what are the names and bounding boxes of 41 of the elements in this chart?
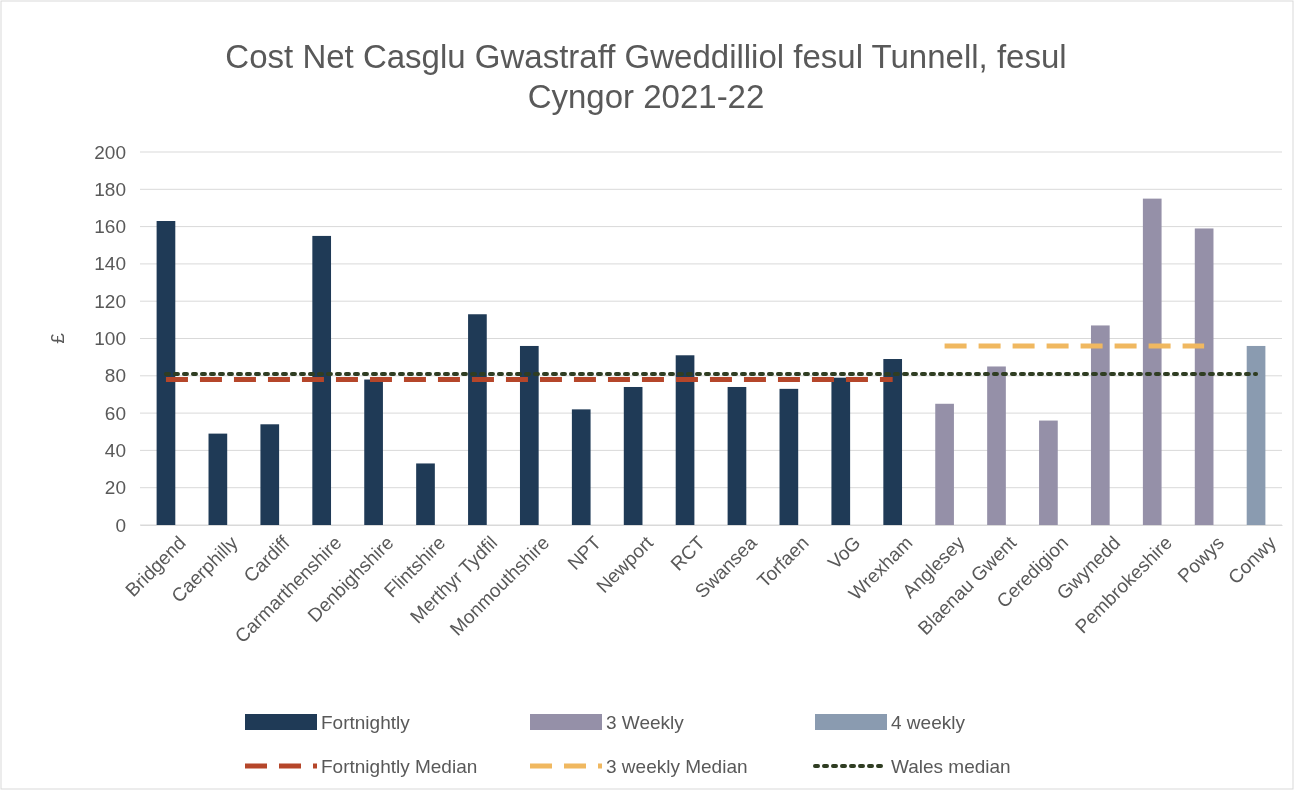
bar: [883, 359, 903, 525]
bar: [1246, 345, 1266, 525]
bar: [519, 345, 539, 525]
bar: [727, 386, 747, 525]
legend-label: 3 Weekly: [606, 711, 685, 733]
bar: [831, 377, 851, 525]
y-tick-label: 60: [104, 402, 126, 424]
bar: [571, 409, 591, 525]
bar: [779, 388, 799, 525]
bar: [260, 424, 280, 525]
bar: [416, 463, 435, 525]
y-tick-label: 0: [115, 514, 126, 536]
bar: [364, 379, 383, 525]
bar: [156, 221, 176, 525]
bar: [1142, 198, 1162, 525]
y-tick-label: 120: [94, 290, 126, 312]
y-tick-label: 160: [94, 216, 126, 238]
bar: [675, 355, 695, 525]
bar: [1039, 420, 1058, 525]
bar: [935, 403, 954, 525]
legend-label: Fortnightly Median: [321, 755, 478, 777]
bar: [1090, 325, 1110, 525]
y-tick-label: 100: [94, 328, 126, 350]
y-tick-label: 180: [94, 178, 126, 200]
y-tick-label: 80: [104, 365, 126, 387]
y-tick-label: 20: [104, 477, 126, 499]
legend-label: Wales median: [891, 755, 1011, 777]
bar: [312, 235, 332, 525]
bar: [987, 366, 1006, 525]
legend-label: Fortnightly: [321, 711, 411, 733]
legend-label: 4 weekly: [891, 711, 966, 733]
y-tick-label: 200: [94, 141, 126, 163]
bar: [1194, 228, 1214, 525]
y-tick-label: 40: [104, 439, 126, 461]
y-axis-title: £: [47, 332, 68, 344]
chart-title: Cost Net Casglu Gwastraff Gweddilliol fesul Tunnell, fesul Cyngor 2021-22: [225, 38, 1067, 115]
legend-label: 3 weekly Median: [606, 755, 748, 777]
y-tick-label: 140: [94, 253, 126, 275]
bar: [623, 386, 643, 525]
bar: [208, 433, 228, 525]
bar: [468, 314, 487, 525]
